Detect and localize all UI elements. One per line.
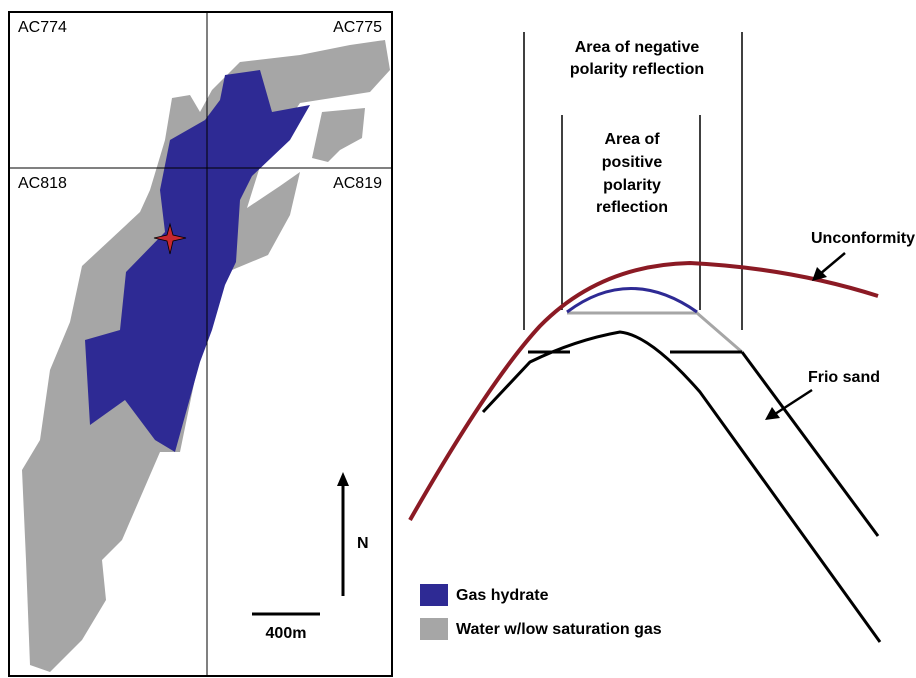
well-star <box>153 222 187 255</box>
legend: Gas hydrate Water w/low saturation gas <box>420 584 662 640</box>
pointer <box>819 252 846 275</box>
cross-section: Area of negative polarity reflection Are… <box>408 32 915 643</box>
water-area <box>22 40 390 672</box>
legend-swatch <box>420 618 448 640</box>
negative-label: polarity reflection <box>570 61 704 78</box>
legend-label: Gas hydrate <box>456 587 549 604</box>
positive-label: positive <box>602 154 663 171</box>
north-arrowhead <box>337 472 349 486</box>
pointer <box>774 388 813 416</box>
block-label: AC818 <box>18 175 67 192</box>
positive-label: polarity <box>603 177 661 194</box>
map: AC774 AC775 AC818 AC819 N 400m <box>8 11 393 677</box>
north-label: N <box>357 535 369 552</box>
positive-label: Area of <box>604 131 660 148</box>
legend-label: Water w/low saturation gas <box>456 621 662 638</box>
frio-sand-base <box>481 330 882 643</box>
frio-sand-top <box>740 351 880 537</box>
pointer-head <box>765 407 780 420</box>
scale-label: 400m <box>266 625 307 642</box>
unconformity-line <box>408 260 879 521</box>
hydrate-area <box>85 70 310 452</box>
water-patch <box>312 108 365 162</box>
hydrate-top <box>566 287 698 314</box>
pointer-head <box>812 267 827 281</box>
block-label: AC774 <box>18 19 67 36</box>
block-label: AC819 <box>333 175 382 192</box>
positive-label: reflection <box>596 199 668 216</box>
block-label: AC775 <box>333 19 382 36</box>
negative-label: Area of negative <box>575 39 700 56</box>
water-contact <box>567 311 743 354</box>
legend-swatch <box>420 584 448 606</box>
unconformity-label: Unconformity <box>811 230 915 247</box>
frio-label: Frio sand <box>808 369 880 386</box>
